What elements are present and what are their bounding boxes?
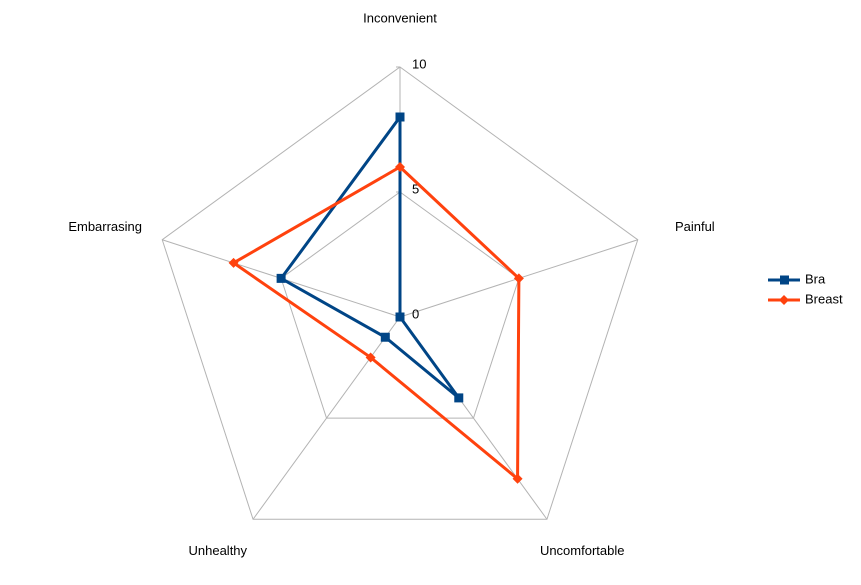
axis-label: Unhealthy <box>189 543 248 558</box>
marker <box>395 162 405 172</box>
marker <box>380 332 390 342</box>
legend-label: Bra <box>805 271 826 286</box>
axis-label: Inconvenient <box>363 10 437 25</box>
marker <box>454 393 464 403</box>
grid-ring <box>161 66 639 520</box>
marker <box>365 352 376 363</box>
legend-marker <box>779 295 789 305</box>
grid-ring <box>280 191 520 419</box>
series-line <box>230 165 521 482</box>
legend-marker <box>780 275 789 285</box>
r-tick-label: 5 <box>412 181 419 196</box>
axis-label: Painful <box>675 219 715 234</box>
marker <box>395 312 405 322</box>
series-line <box>278 112 460 400</box>
marker <box>395 112 405 122</box>
axis-label: Embarrasing <box>68 219 142 234</box>
marker <box>228 257 239 268</box>
marker <box>513 273 524 284</box>
r-tick-label: 0 <box>412 306 419 321</box>
r-tick-label: 10 <box>412 56 426 71</box>
legend-label: Breast <box>805 291 843 306</box>
marker <box>512 473 523 484</box>
axis-label: Uncomfortable <box>540 543 625 558</box>
marker <box>276 273 286 283</box>
spoke <box>252 316 401 520</box>
